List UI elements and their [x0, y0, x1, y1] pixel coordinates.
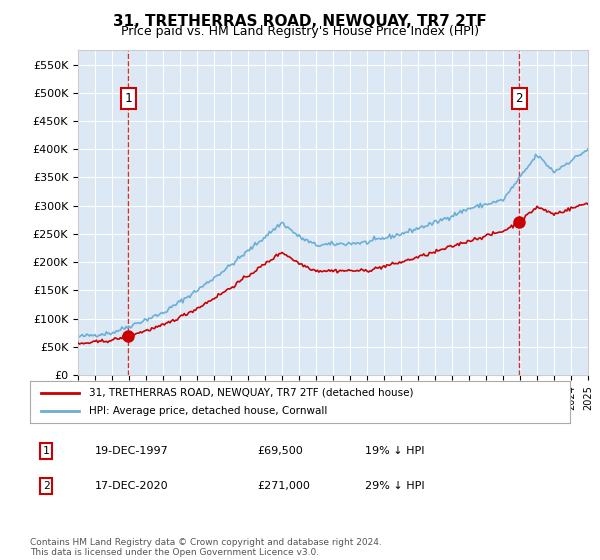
Text: 19% ↓ HPI: 19% ↓ HPI [365, 446, 424, 456]
Text: 19-DEC-1997: 19-DEC-1997 [95, 446, 169, 456]
Text: 2: 2 [43, 481, 50, 491]
Text: £271,000: £271,000 [257, 481, 310, 491]
Text: 29% ↓ HPI: 29% ↓ HPI [365, 481, 424, 491]
Text: 1: 1 [43, 446, 50, 456]
Text: 31, TRETHERRAS ROAD, NEWQUAY, TR7 2TF (detached house): 31, TRETHERRAS ROAD, NEWQUAY, TR7 2TF (d… [89, 388, 414, 398]
Text: £69,500: £69,500 [257, 446, 302, 456]
Text: 1: 1 [125, 92, 132, 105]
Text: Price paid vs. HM Land Registry's House Price Index (HPI): Price paid vs. HM Land Registry's House … [121, 25, 479, 38]
Text: Contains HM Land Registry data © Crown copyright and database right 2024.
This d: Contains HM Land Registry data © Crown c… [30, 538, 382, 557]
Text: 31, TRETHERRAS ROAD, NEWQUAY, TR7 2TF: 31, TRETHERRAS ROAD, NEWQUAY, TR7 2TF [113, 14, 487, 29]
Text: HPI: Average price, detached house, Cornwall: HPI: Average price, detached house, Corn… [89, 406, 328, 416]
Text: 2: 2 [515, 92, 523, 105]
Text: 17-DEC-2020: 17-DEC-2020 [95, 481, 169, 491]
